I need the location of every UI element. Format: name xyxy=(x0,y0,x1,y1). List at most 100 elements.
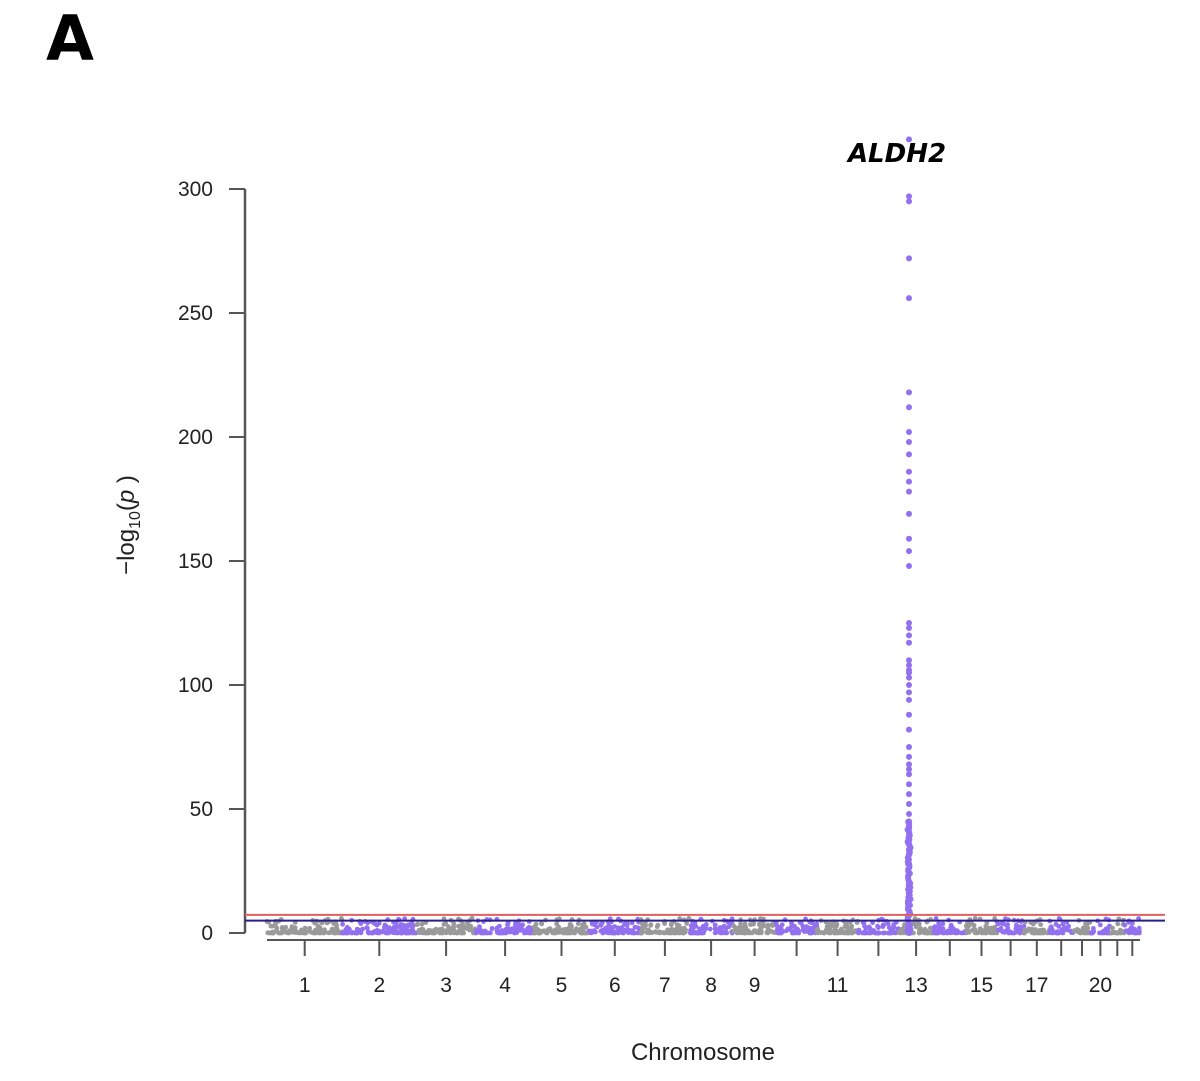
snp-point xyxy=(979,930,985,936)
snp-point xyxy=(1132,930,1138,936)
snp-point xyxy=(1033,927,1038,932)
y-tick-label: 300 xyxy=(178,178,213,201)
snp-point xyxy=(684,921,690,926)
snp-point xyxy=(556,924,561,930)
snp-point xyxy=(376,920,382,926)
gene-annotation: ALDH2 xyxy=(846,139,946,169)
snp-point xyxy=(1100,930,1105,936)
snp-point xyxy=(789,920,794,926)
snp-point xyxy=(1050,930,1055,936)
snp-point xyxy=(270,923,276,929)
x-tick-label: 17 xyxy=(1025,974,1048,997)
peak-point xyxy=(906,625,912,631)
snp-point xyxy=(649,930,655,936)
snp-point xyxy=(953,929,959,934)
snp-point xyxy=(590,921,595,927)
snp-point xyxy=(917,930,923,936)
snp-point xyxy=(774,923,780,929)
snp-point xyxy=(808,930,814,935)
peak-point xyxy=(906,657,912,664)
snp-point xyxy=(849,923,854,929)
snp-point xyxy=(392,930,398,935)
peak-point xyxy=(906,468,912,475)
y-tick-label: 0 xyxy=(201,922,213,945)
snp-point xyxy=(1130,920,1135,926)
x-tick-label: 7 xyxy=(659,974,671,997)
snp-point xyxy=(805,929,811,934)
peak-point xyxy=(906,696,912,703)
snp-point xyxy=(694,930,700,936)
snp-point xyxy=(294,929,300,935)
snp-point xyxy=(469,915,475,921)
snp-point xyxy=(354,926,360,932)
snp-point xyxy=(543,929,549,935)
snp-point xyxy=(1036,929,1041,935)
snp-point xyxy=(712,922,718,928)
snp-point xyxy=(644,930,650,935)
snp-point xyxy=(1003,922,1009,928)
snp-point xyxy=(703,922,709,927)
snp-point xyxy=(333,925,339,931)
snp-point xyxy=(621,930,626,936)
peak-point xyxy=(906,744,912,750)
snp-point xyxy=(882,930,887,936)
snp-point xyxy=(314,929,320,935)
snp-point xyxy=(1049,927,1055,932)
y-axis-title-paren-close: ) xyxy=(113,475,140,490)
snp-point xyxy=(885,930,891,936)
snp-point xyxy=(291,927,296,932)
peak-point xyxy=(905,818,912,825)
peak-point xyxy=(906,689,912,696)
snp-point xyxy=(832,927,838,932)
snp-point xyxy=(277,930,283,936)
peak-point xyxy=(906,711,912,718)
snp-point xyxy=(468,923,474,929)
snp-point xyxy=(354,930,360,936)
peak-point xyxy=(906,563,912,569)
snp-point xyxy=(787,927,792,932)
y-tick-label: 100 xyxy=(178,674,213,697)
snp-point xyxy=(398,922,404,927)
snp-point xyxy=(1136,930,1142,936)
snp-point xyxy=(322,927,327,933)
snp-point xyxy=(661,930,666,935)
snp-point xyxy=(738,921,743,927)
snp-point xyxy=(497,923,502,929)
snp-point xyxy=(438,926,443,932)
snp-point xyxy=(343,930,348,936)
snp-point xyxy=(400,929,405,934)
peak-point xyxy=(906,801,912,807)
x-tick-label: 8 xyxy=(705,974,717,997)
snp-point xyxy=(716,926,722,932)
snp-point xyxy=(419,921,425,927)
snp-point xyxy=(988,926,994,931)
peak-point xyxy=(906,193,912,200)
snp-point xyxy=(606,923,612,929)
snp-point xyxy=(676,930,682,936)
snp-point xyxy=(998,928,1004,933)
data-points xyxy=(264,136,1142,936)
y-axis-title-prefix: −log xyxy=(113,529,140,575)
snp-point xyxy=(503,926,509,932)
snp-point xyxy=(460,926,465,931)
snp-point xyxy=(451,930,457,936)
x-axis: 1 2 3 4 5 6 7 8 9 11 13 15 17 20 xyxy=(267,939,1140,997)
snp-point xyxy=(796,930,802,936)
snp-point xyxy=(632,930,638,936)
peak-point xyxy=(906,662,912,669)
snp-point xyxy=(588,928,593,934)
snp-point xyxy=(800,923,806,929)
x-axis-title: Chromosome xyxy=(631,1039,775,1066)
snp-point xyxy=(945,930,950,936)
snp-point xyxy=(494,928,500,934)
snp-point xyxy=(674,926,680,931)
snp-point xyxy=(579,925,585,931)
snp-point xyxy=(738,930,744,935)
peak-point xyxy=(906,255,912,262)
snp-point xyxy=(918,926,923,931)
snp-point xyxy=(1022,930,1027,936)
snp-point xyxy=(303,930,308,936)
snp-point xyxy=(899,927,905,933)
snp-point xyxy=(460,921,466,927)
